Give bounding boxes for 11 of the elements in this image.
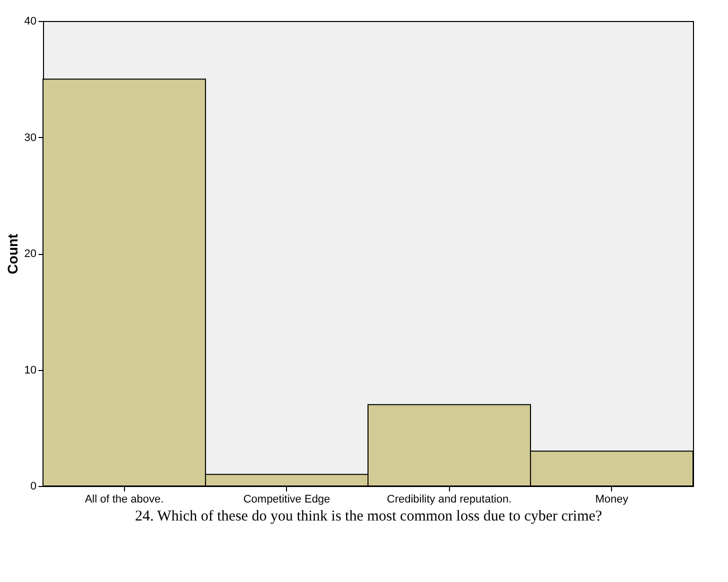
x-tick-label: Credibility and reputation. [386,494,512,506]
y-tick-label: 40 [24,16,36,28]
x-tick-label: Competitive Edge [243,494,330,506]
x-axis-title: 24. Which of these do you think is the most common loss due to cyber crime? [134,508,602,524]
y-tick-label: 20 [24,248,36,260]
x-tick-label: All of the above. [84,494,164,506]
y-tick-label: 30 [24,132,36,144]
y-tick-label: 0 [30,480,36,492]
y-axis-title: Count [4,233,20,274]
x-tick-label: Money [595,494,629,506]
y-tick-label: 10 [24,364,36,376]
